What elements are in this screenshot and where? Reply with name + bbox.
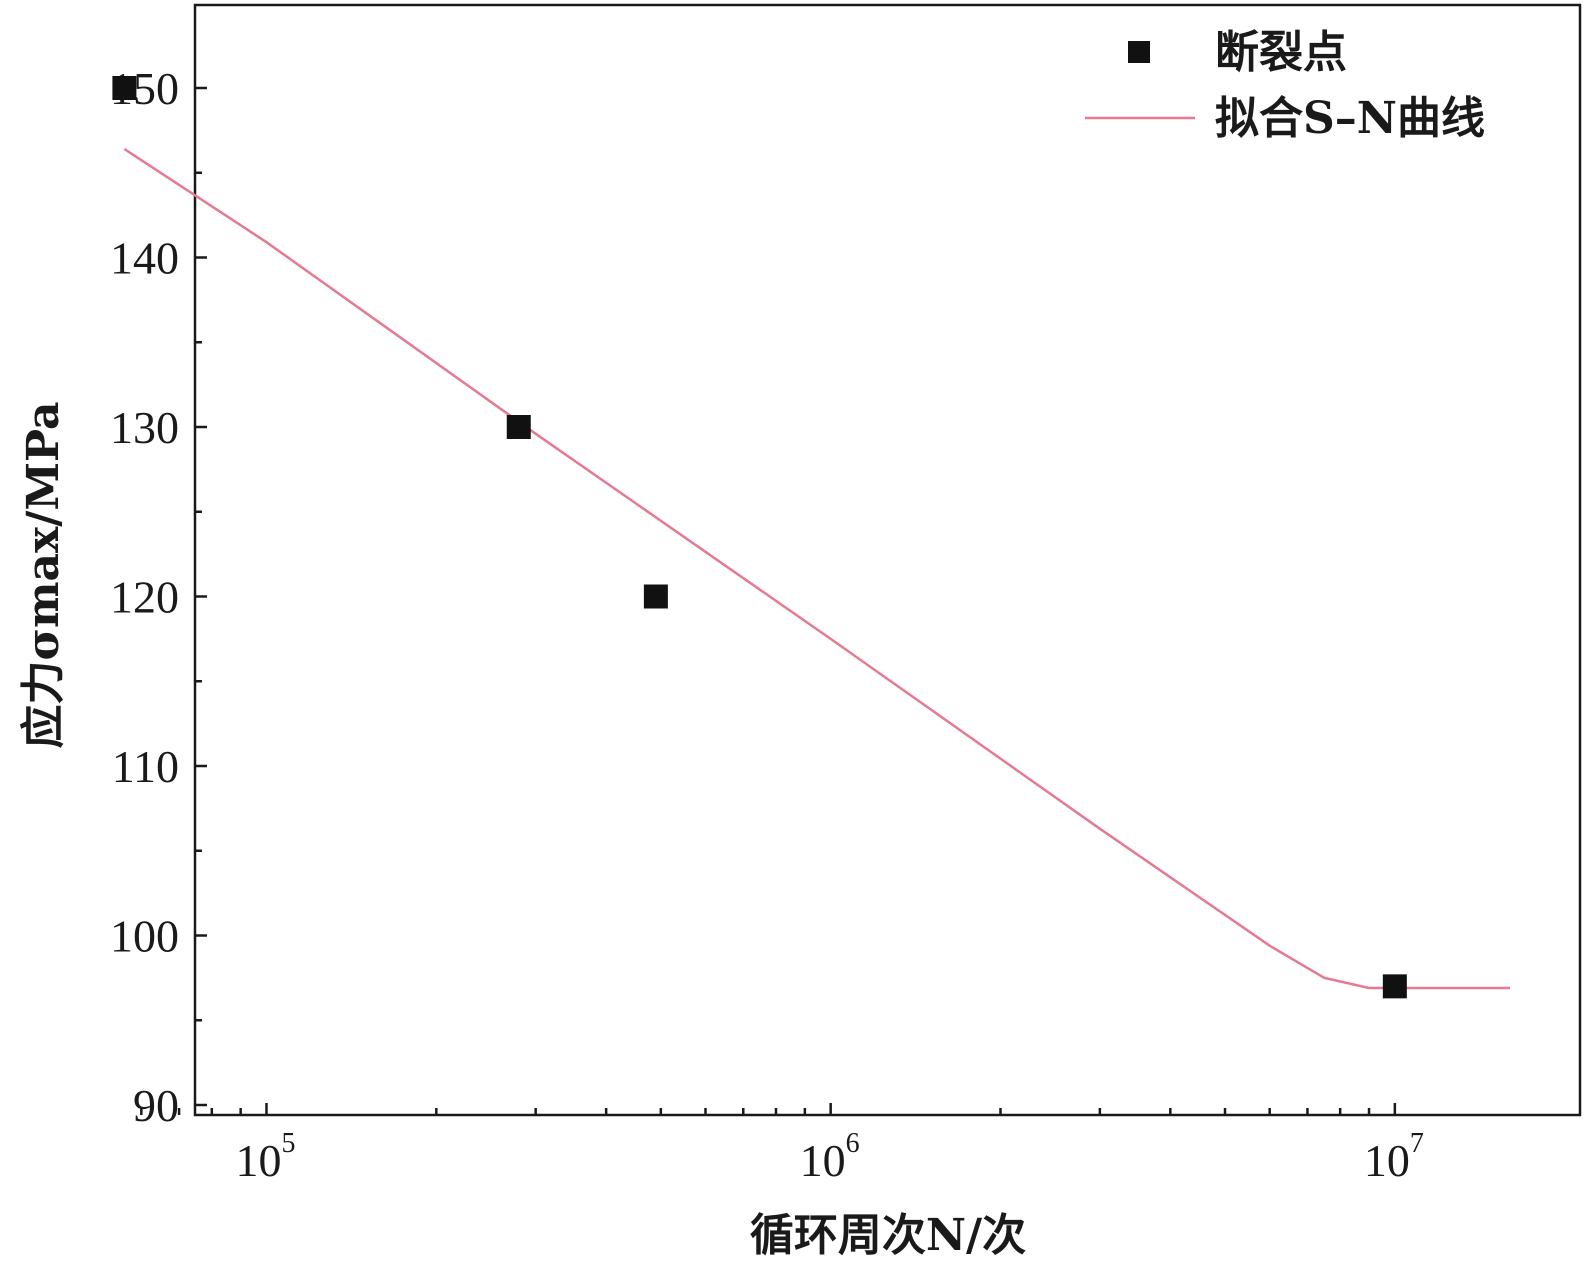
x-tick-label: 10 5 bbox=[235, 1128, 295, 1186]
fracture-point-marker bbox=[506, 415, 531, 439]
plot-frame bbox=[193, 3, 1582, 1117]
x-tick-base: 10 bbox=[1364, 1135, 1410, 1186]
x-axis-label: 循环周次N/次 bbox=[750, 1210, 1026, 1261]
fit-curve-line bbox=[123, 147, 1510, 990]
fracture-point-marker bbox=[112, 76, 137, 100]
y-tick-label: 90 bbox=[133, 1080, 179, 1131]
x-axis: 10 5 10 6 10 7 bbox=[140, 1103, 1424, 1186]
x-tick-exponent: 7 bbox=[1410, 1128, 1424, 1159]
x-tick-label: 10 6 bbox=[800, 1128, 860, 1186]
y-axis-label: 应力σmax/MPa bbox=[18, 402, 69, 749]
fracture-point-marker bbox=[643, 584, 668, 609]
y-axis-title: 应力σmax/MPa bbox=[18, 402, 69, 749]
x-tick-base: 10 bbox=[800, 1135, 846, 1186]
fracture-point-marker bbox=[1382, 974, 1407, 999]
y-tick-label: 130 bbox=[110, 402, 179, 453]
legend-label: 断裂点 bbox=[1215, 27, 1347, 78]
plot-area bbox=[112, 76, 1510, 999]
x-tick-exponent: 5 bbox=[281, 1128, 295, 1159]
x-tick-exponent: 6 bbox=[846, 1128, 860, 1159]
y-tick-label: 100 bbox=[110, 911, 179, 962]
legend-label: 拟合S–N曲线 bbox=[1215, 93, 1485, 144]
x-tick-base: 10 bbox=[235, 1135, 281, 1186]
x-tick-label: 10 7 bbox=[1364, 1128, 1424, 1186]
legend-marker-square bbox=[1128, 41, 1150, 63]
y-tick-label: 140 bbox=[110, 233, 179, 284]
y-tick-label: 110 bbox=[112, 741, 179, 792]
y-tick-label: 120 bbox=[110, 572, 179, 623]
x-axis-title: 循环周次N/次 bbox=[750, 1210, 1026, 1261]
